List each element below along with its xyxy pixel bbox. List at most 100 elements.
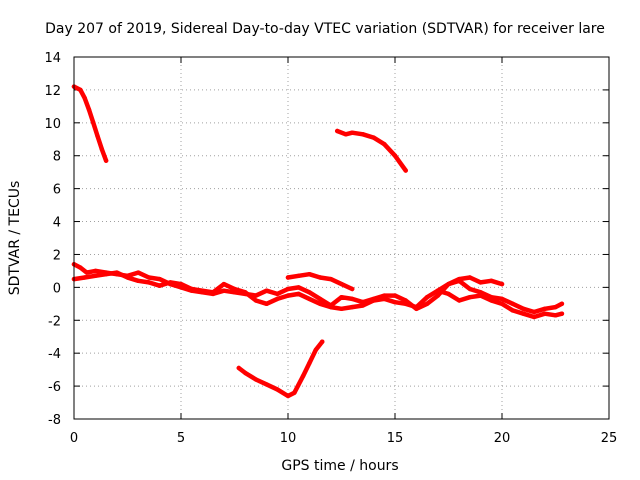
data-point [382,293,387,298]
data-point [264,382,269,387]
data-point [499,296,505,302]
data-point [350,130,355,135]
data-point [435,293,440,298]
data-point [168,280,173,285]
data-point [328,304,333,310]
data-point [499,281,505,287]
y-tick-label: 14 [44,51,61,66]
y-tick-label: 10 [44,117,61,132]
data-point [317,275,323,280]
series-line-trace-6 [334,128,408,173]
data-point [510,308,515,313]
plot-frame [73,56,610,420]
data-point [553,304,558,310]
y-tick-label: 8 [53,150,61,165]
data-point [264,301,269,306]
data-point [307,296,312,302]
x-tick-label: 5 [177,431,185,446]
data-point [91,120,96,126]
data-point [221,288,226,293]
data-point [350,304,355,310]
data-point [146,280,152,285]
data-point [136,270,141,275]
data-point [489,278,494,283]
data-point [313,347,318,353]
data-point [424,301,430,306]
y-tick-label: 6 [53,183,61,198]
axis-ticks: 0 5 10 15 20 25 -8 -6 -4 -2 0 2 4 6 8 10 12 14 [44,51,617,446]
data-point [403,168,408,173]
data-point [296,285,301,290]
data-point [382,142,387,147]
data-point [343,132,348,137]
data-point [392,153,398,158]
data-point [542,311,547,316]
data-point [382,296,387,302]
data-point [360,132,366,137]
data-point [84,270,90,275]
data-point [350,296,355,302]
data-point [285,393,291,399]
data-point [99,146,105,152]
data-point [392,300,398,305]
data-point [103,272,109,277]
series-line-trace-7 [236,339,325,399]
data-point [478,280,483,285]
data-point [232,286,237,292]
data-point [499,301,505,306]
data-point [178,281,184,287]
data-point [339,295,344,300]
data-point [521,306,526,311]
data-point [467,275,473,280]
y-tick-label: 12 [44,84,61,99]
data-point [446,291,451,297]
data-point [392,293,398,298]
data-point [307,290,312,295]
data-point [200,288,205,293]
data-point [510,301,515,306]
data-point [275,387,280,392]
data-point [489,298,494,303]
data-point [559,301,565,306]
data-point [478,293,483,298]
grid [74,57,609,419]
data-point [521,311,526,316]
data-point [296,273,301,278]
data-point [335,128,340,134]
data-point [189,286,194,292]
data-point [78,265,83,270]
data-point [467,286,473,292]
data-point [317,301,323,306]
data-point [414,304,419,310]
data-point [157,283,162,288]
data-point [114,270,120,275]
data-point [300,374,306,379]
data-point [221,281,226,287]
data-series [71,84,565,399]
data-point [285,275,291,280]
data-point [93,273,98,278]
data-point [320,339,325,344]
data-point [307,360,312,366]
data-point [236,365,241,371]
data-point [446,281,451,287]
x-tick-label: 25 [601,431,618,446]
data-point [275,291,280,297]
data-point [264,288,269,293]
data-point [531,314,537,320]
data-point [157,276,162,282]
data-point [243,290,248,295]
data-point [292,390,297,395]
data-point [82,95,87,101]
data-point [146,275,152,280]
y-tick-label: -8 [48,413,61,428]
data-point [253,293,259,298]
data-point [553,313,558,318]
data-point [285,293,291,298]
x-tick-label: 10 [280,431,297,446]
data-point [371,135,376,140]
data-point [360,303,366,308]
data-point [457,276,462,282]
data-point [125,275,130,280]
